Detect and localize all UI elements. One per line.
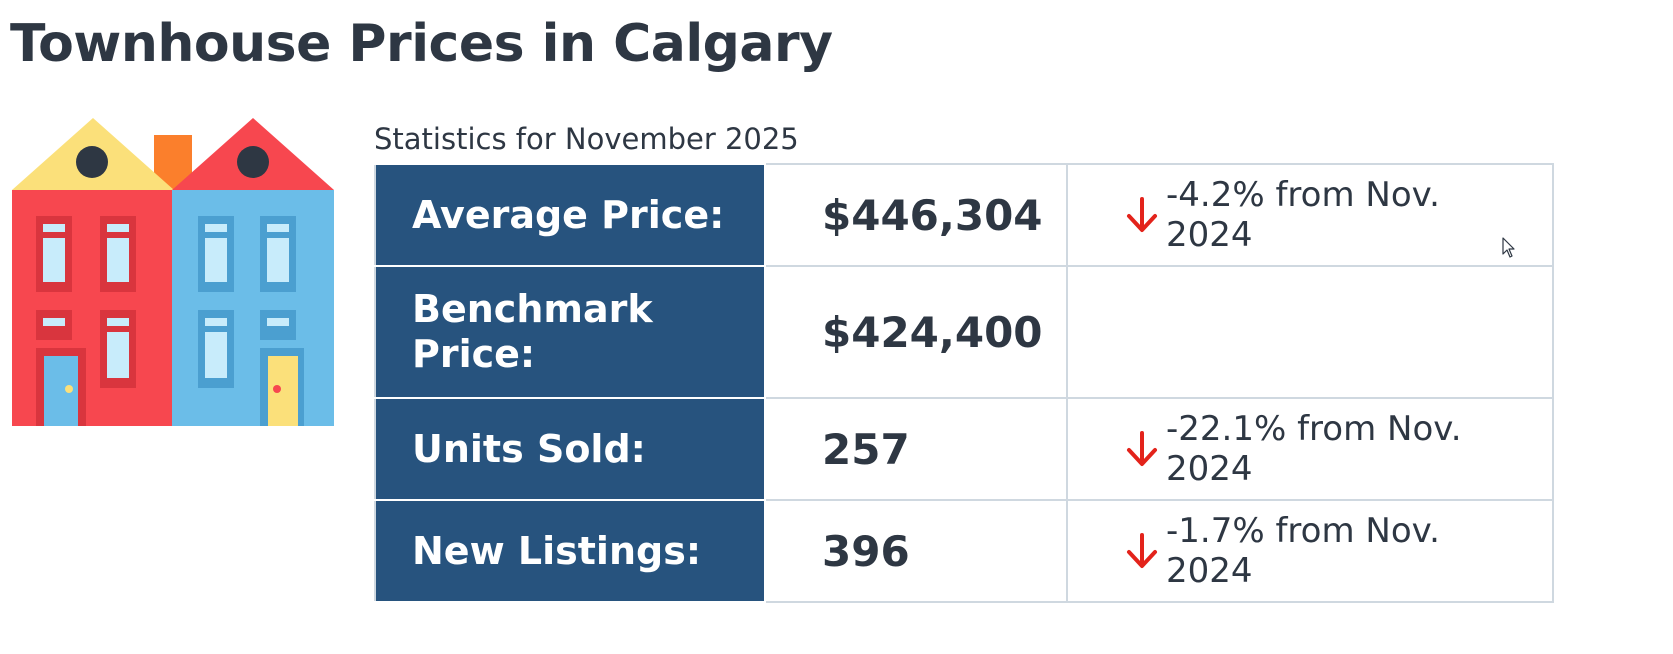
table-row-average-price: Average Price: $446,304 -4.2% from Nov. … <box>374 163 1554 267</box>
left-door <box>44 356 78 426</box>
left-attic-window <box>76 146 108 178</box>
row-change: -22.1% from Nov. 2024 <box>1066 397 1554 501</box>
right-door <box>268 356 298 426</box>
row-change: -1.7% from Nov. 2024 <box>1066 499 1554 603</box>
change-text: -22.1% from Nov. 2024 <box>1166 408 1462 489</box>
right-door-knob <box>273 385 281 393</box>
row-label: Average Price: <box>374 163 766 267</box>
table-row-new-listings: New Listings: 396 -1.7% from Nov. 2024 <box>374 499 1554 603</box>
page-title: Townhouse Prices in Calgary <box>10 14 833 74</box>
row-value: $446,304 <box>764 163 1068 267</box>
right-house-windows <box>198 216 296 388</box>
left-door-knob <box>65 385 73 393</box>
row-value: $424,400 <box>764 265 1068 399</box>
change-text: -1.7% from Nov. 2024 <box>1166 510 1440 591</box>
row-value: 257 <box>764 397 1068 501</box>
row-change: -4.2% from Nov. 2024 <box>1066 163 1554 267</box>
row-label: New Listings: <box>374 499 766 603</box>
row-change <box>1066 265 1554 399</box>
row-label: Units Sold: <box>374 397 766 501</box>
row-value: 396 <box>764 499 1068 603</box>
stats-caption: Statistics for November 2025 <box>374 122 799 156</box>
change-text: -4.2% from Nov. 2024 <box>1166 174 1440 255</box>
table-row-benchmark-price: Benchmark Price: $424,400 <box>374 265 1554 399</box>
stats-table: Average Price: $446,304 -4.2% from Nov. … <box>374 163 1554 603</box>
left-house-windows <box>36 216 136 388</box>
right-attic-window <box>237 146 269 178</box>
row-label: Benchmark Price: <box>374 265 766 399</box>
arrow-down-icon <box>1127 431 1157 466</box>
arrow-down-icon <box>1127 533 1157 568</box>
arrow-down-icon <box>1127 197 1157 232</box>
table-row-units-sold: Units Sold: 257 -22.1% from Nov. 2024 <box>374 397 1554 501</box>
right-house-wall <box>172 190 334 426</box>
mouse-pointer-icon <box>1502 237 1515 258</box>
townhouses-icon <box>12 118 334 426</box>
